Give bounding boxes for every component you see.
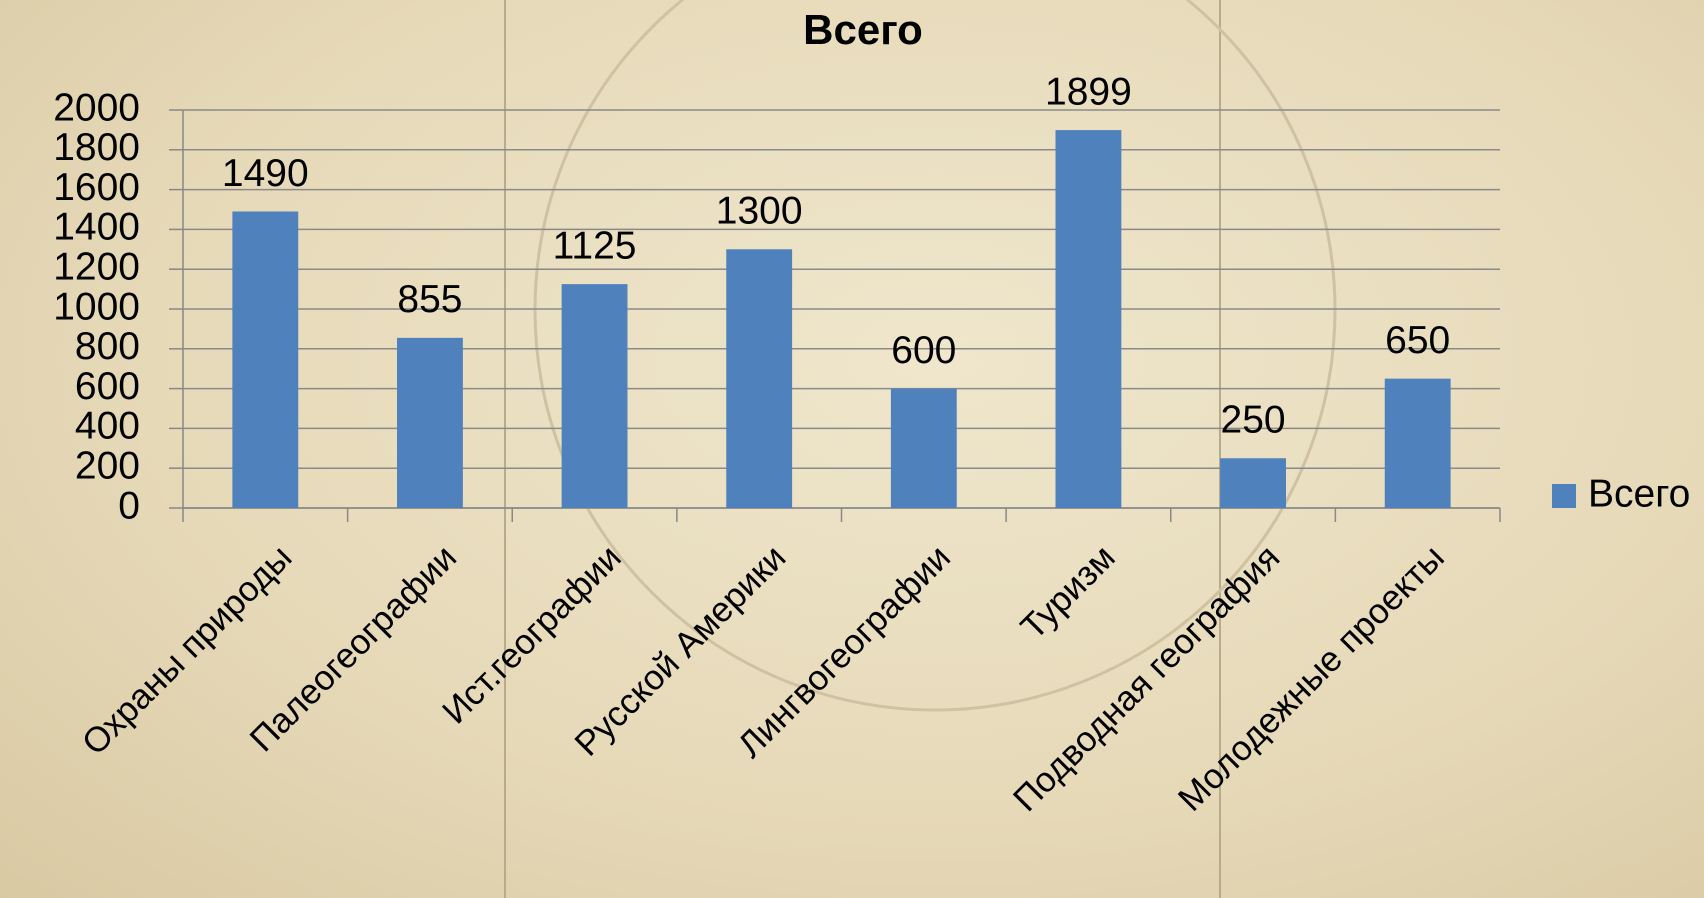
- y-tick-label: 1800: [53, 126, 140, 169]
- y-tick-label: 800: [75, 325, 140, 368]
- value-label: 1300: [716, 190, 803, 233]
- y-tick-label: 1200: [53, 245, 140, 288]
- value-label: 650: [1385, 319, 1450, 362]
- value-label: 600: [891, 329, 956, 372]
- y-tick-label: 1000: [53, 285, 140, 328]
- value-label: 1125: [553, 224, 637, 267]
- bar: [891, 389, 957, 508]
- y-tick-label: 1600: [53, 166, 140, 209]
- chart-title: Всего: [803, 6, 923, 53]
- chart: Всего 0200400600800100012001400160018002…: [0, 0, 1704, 898]
- legend-label: Всего: [1588, 472, 1690, 515]
- value-label: 1490: [222, 152, 309, 195]
- bar: [232, 211, 298, 508]
- y-tick-label: 1400: [53, 206, 140, 249]
- value-label: 855: [397, 278, 462, 321]
- x-tick-label: Ист.географии: [435, 538, 629, 732]
- bar: [397, 338, 463, 508]
- bar: [1220, 458, 1286, 508]
- value-label: 250: [1221, 399, 1286, 442]
- y-tick-label: 400: [75, 405, 140, 448]
- value-label: 1899: [1045, 70, 1132, 113]
- x-tick-label: Туризм: [1013, 538, 1122, 647]
- x-tick-label: Молодежные проекты: [1171, 538, 1452, 819]
- bar: [726, 249, 792, 508]
- bar: [1385, 379, 1451, 508]
- y-tick-label: 600: [75, 365, 140, 408]
- x-tick-label: Подводная география: [1006, 538, 1287, 819]
- bar: [562, 284, 628, 508]
- y-tick-label: 200: [75, 444, 140, 487]
- y-tick-label: 2000: [53, 86, 140, 129]
- legend-swatch: [1552, 484, 1576, 508]
- bar: [1056, 130, 1122, 508]
- y-tick-label: 0: [118, 484, 140, 527]
